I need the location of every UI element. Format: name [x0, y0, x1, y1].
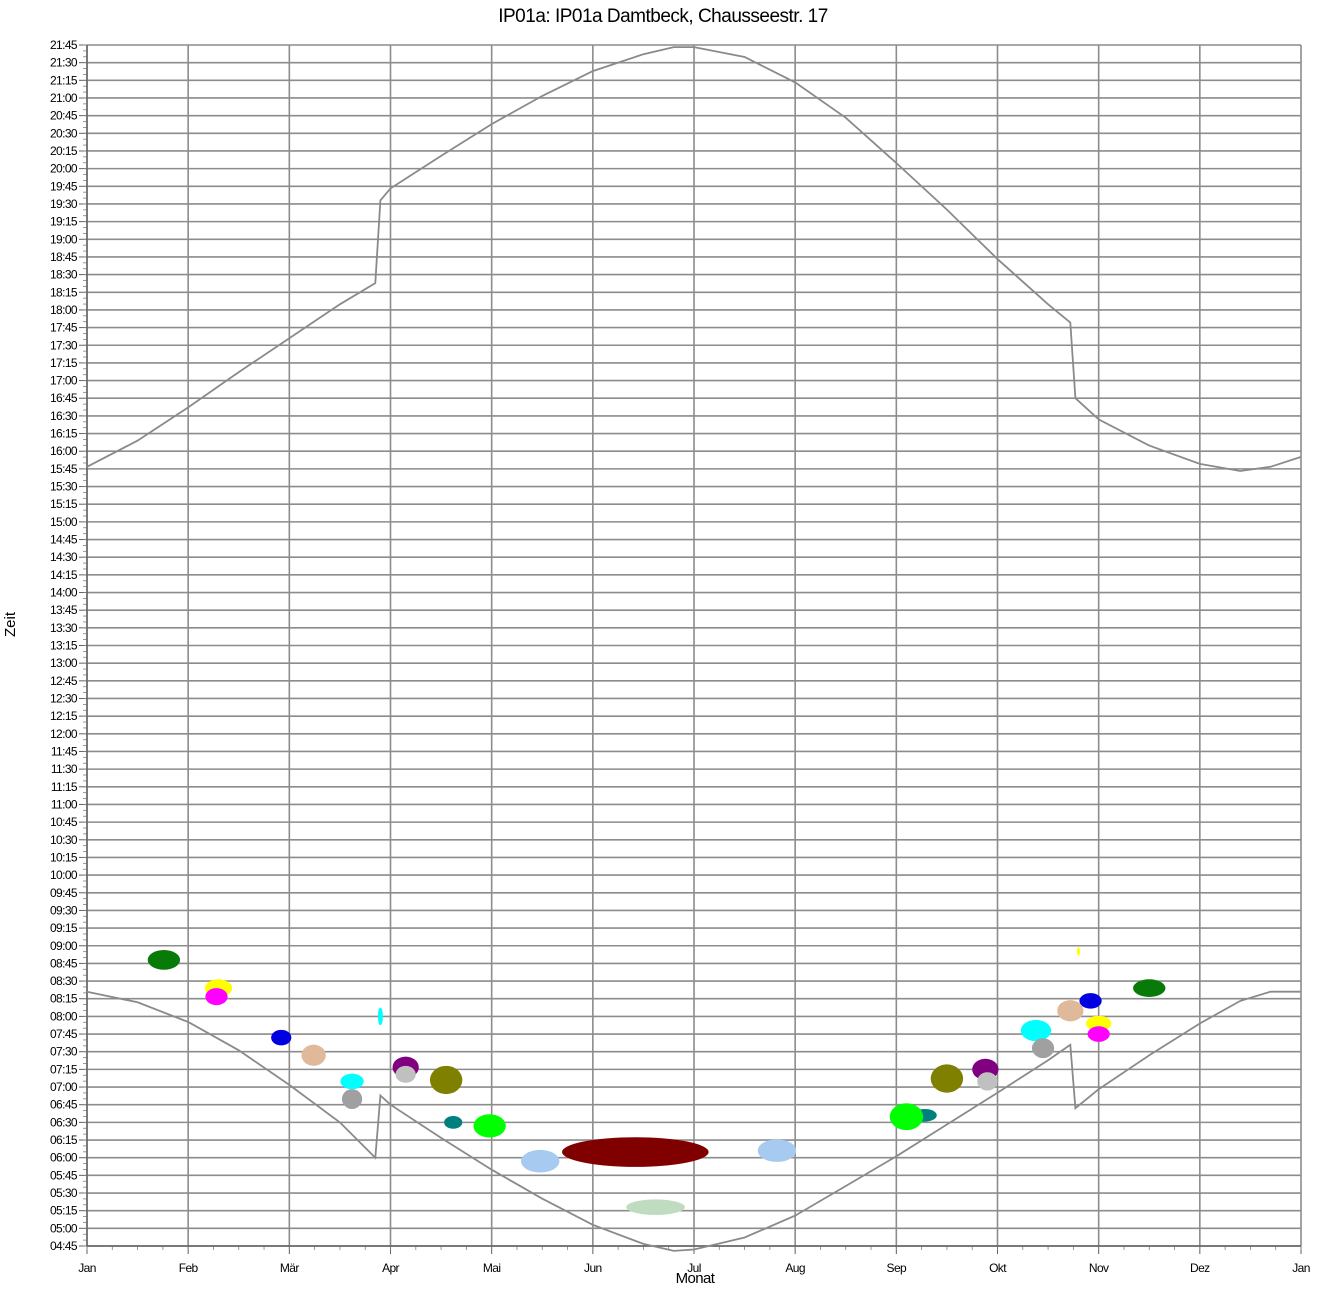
shadow-event	[301, 1045, 325, 1066]
y-tick-label: 17:00	[50, 374, 78, 388]
y-tick-label: 10:30	[50, 833, 78, 847]
shadow-event	[340, 1074, 363, 1090]
y-tick-label: 07:15	[50, 1062, 78, 1076]
shadow-event	[148, 950, 180, 970]
y-tick-label: 04:45	[50, 1239, 78, 1253]
y-tick-label: 19:00	[50, 232, 78, 246]
y-tick-label: 20:30	[50, 126, 78, 140]
y-tick-label: 19:15	[50, 215, 78, 229]
y-tick-label: 18:15	[50, 285, 78, 299]
y-tick-label: 10:45	[50, 815, 78, 829]
y-tick-label: 13:00	[50, 656, 78, 670]
shadow-event	[521, 1150, 559, 1173]
shadow-event	[378, 1008, 383, 1026]
y-tick-label: 08:30	[50, 974, 78, 988]
shadow-event	[1088, 1026, 1110, 1042]
y-tick-label: 13:45	[50, 603, 78, 617]
y-tick-label: 14:30	[50, 550, 78, 564]
y-tick-label: 07:00	[50, 1080, 78, 1094]
y-tick-label: 11:00	[51, 797, 78, 811]
shadow-event	[271, 1030, 291, 1046]
shadow-event	[1032, 1038, 1054, 1058]
y-tick-label: 16:00	[50, 444, 78, 458]
shadow-event	[444, 1116, 462, 1129]
shadow-event	[977, 1072, 997, 1090]
y-tick-label: 14:00	[50, 586, 78, 600]
y-tick-label: 21:15	[50, 73, 78, 87]
shadow-event	[473, 1114, 505, 1137]
y-tick-label: 14:45	[50, 533, 78, 547]
y-tick-label: 13:30	[50, 621, 78, 635]
y-tick-label: 19:30	[50, 197, 78, 211]
y-tick-label: 06:15	[50, 1133, 78, 1147]
shadow-event	[342, 1089, 362, 1109]
y-tick-label: 20:45	[50, 109, 78, 123]
y-tick-label: 09:30	[50, 903, 78, 917]
y-tick-label: 15:15	[50, 497, 78, 511]
shadow-event	[430, 1066, 462, 1094]
y-tick-label: 18:00	[50, 303, 78, 317]
shadow-event	[1079, 993, 1101, 1009]
y-tick-label: 11:15	[51, 780, 78, 794]
shadow-event	[1133, 979, 1165, 997]
y-tick-label: 13:15	[50, 639, 78, 653]
shadow-event	[758, 1139, 796, 1162]
y-tick-label: 11:45	[51, 744, 78, 758]
y-tick-label: 06:30	[50, 1115, 78, 1129]
y-tick-label: 10:00	[50, 868, 78, 882]
y-tick-label: 15:00	[50, 515, 78, 529]
shadow-event	[931, 1064, 963, 1092]
y-tick-label: 05:15	[50, 1204, 78, 1218]
shadow-event	[626, 1199, 685, 1215]
shadow-event	[205, 988, 227, 1005]
y-tick-label: 16:15	[50, 427, 78, 441]
y-tick-label: 19:45	[50, 179, 78, 193]
y-tick-label: 07:30	[50, 1045, 78, 1059]
y-tick-label: 21:45	[50, 38, 78, 52]
shadow-event	[1021, 1020, 1051, 1041]
y-tick-label: 14:15	[50, 568, 78, 582]
y-tick-label: 09:15	[50, 921, 78, 935]
shadow-event	[1077, 947, 1080, 955]
y-tick-label: 20:15	[50, 144, 78, 158]
y-tick-label: 09:00	[50, 939, 78, 953]
y-tick-label: 16:30	[50, 409, 78, 423]
y-tick-label: 08:00	[50, 1009, 78, 1023]
y-tick-label: 21:30	[50, 56, 78, 70]
y-tick-label: 05:30	[50, 1186, 78, 1200]
y-tick-label: 08:15	[50, 992, 78, 1006]
shadow-event	[890, 1103, 923, 1130]
y-tick-label: 20:00	[50, 162, 78, 176]
y-tick-label: 15:45	[50, 462, 78, 476]
y-tick-label: 09:45	[50, 886, 78, 900]
y-tick-label: 08:45	[50, 956, 78, 970]
y-tick-label: 21:00	[50, 91, 78, 105]
y-tick-label: 17:15	[50, 356, 78, 370]
y-tick-label: 15:30	[50, 480, 78, 494]
y-tick-label: 12:30	[50, 691, 78, 705]
y-tick-label: 16:45	[50, 391, 78, 405]
y-tick-label: 06:00	[50, 1151, 78, 1165]
y-tick-label: 05:00	[50, 1221, 78, 1235]
y-tick-label: 10:15	[50, 850, 78, 864]
y-tick-label: 17:45	[50, 321, 78, 335]
y-tick-label: 11:30	[51, 762, 78, 776]
y-tick-label: 07:45	[50, 1027, 78, 1041]
y-tick-label: 06:45	[50, 1098, 78, 1112]
x-axis-title: Monat	[0, 1270, 1326, 1287]
shadow-event	[396, 1066, 416, 1083]
y-tick-label: 12:45	[50, 674, 78, 688]
y-tick-label: 17:30	[50, 338, 78, 352]
y-tick-label: 18:30	[50, 268, 78, 282]
y-tick-label: 18:45	[50, 250, 78, 264]
y-tick-label: 12:00	[50, 727, 78, 741]
y-tick-label: 05:45	[50, 1168, 78, 1182]
shadow-event	[562, 1137, 709, 1167]
shadow-event	[1057, 1000, 1083, 1021]
y-axis-title: Zeit	[2, 612, 19, 637]
y-tick-label: 12:15	[50, 709, 78, 723]
